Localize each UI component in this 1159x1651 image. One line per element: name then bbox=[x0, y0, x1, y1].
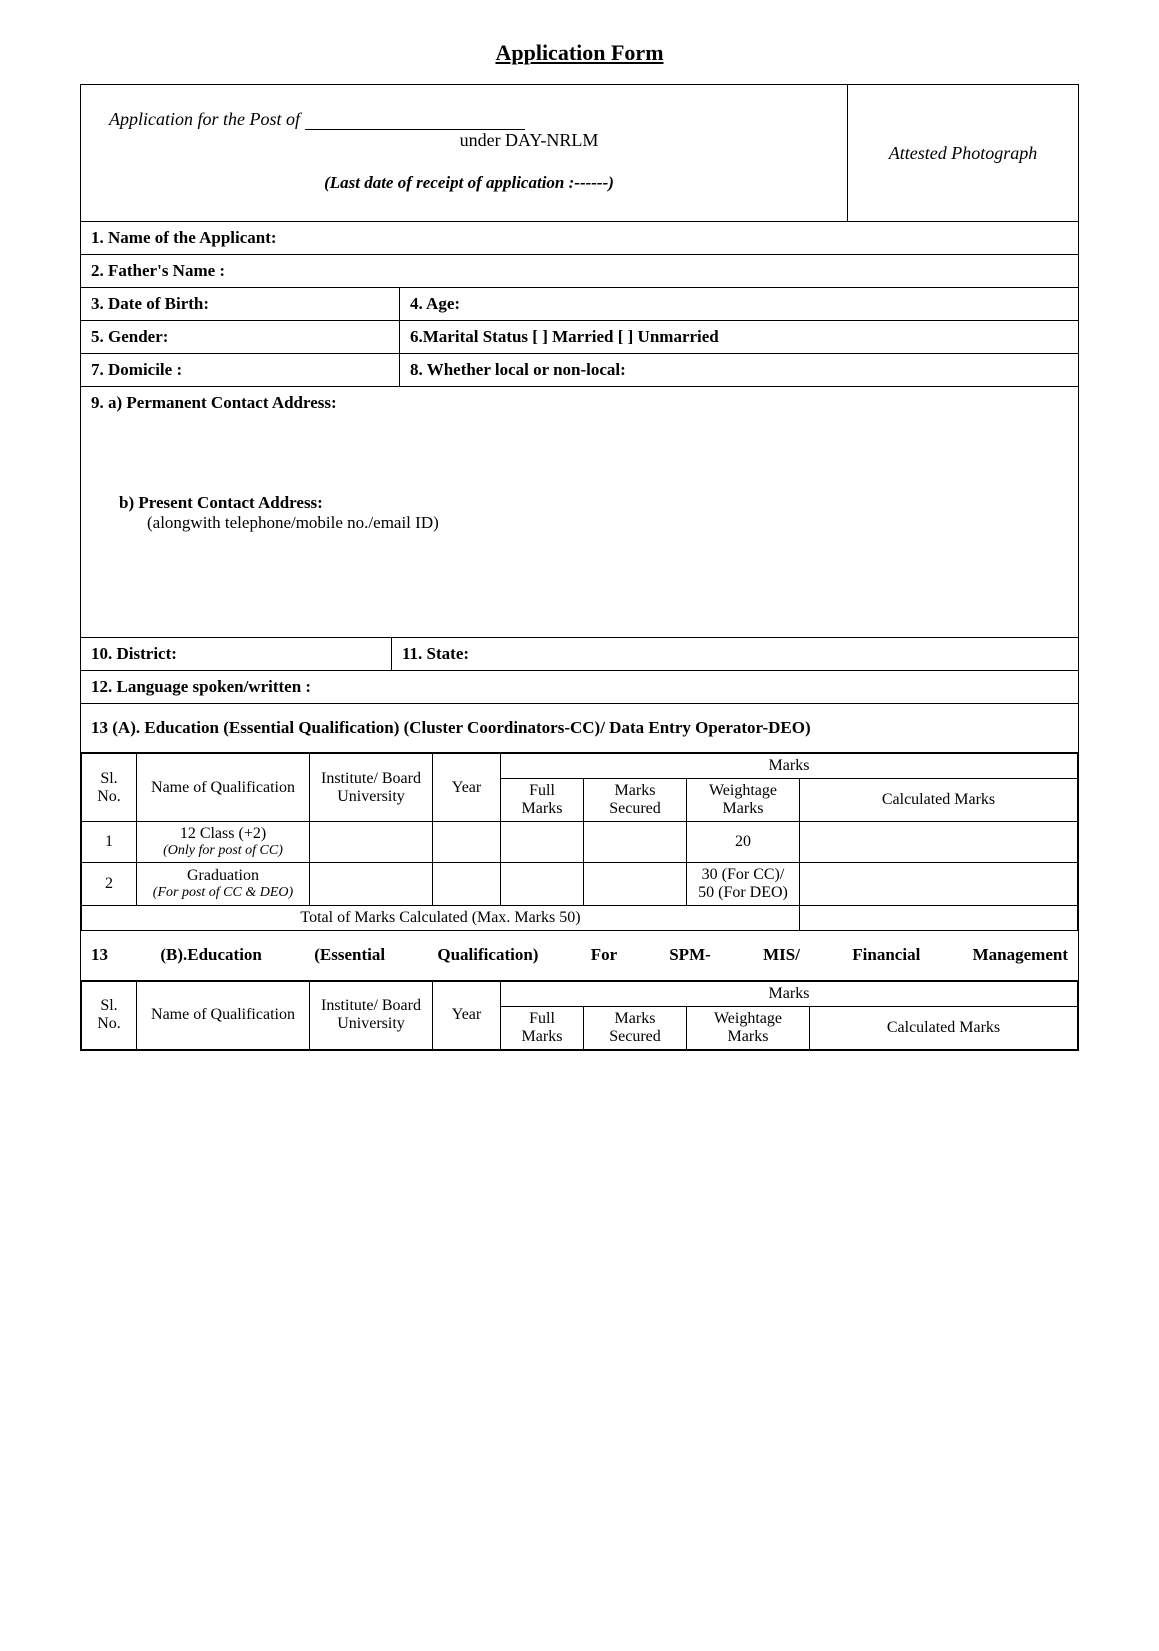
cell-inst[interactable] bbox=[310, 863, 433, 906]
photo-label: Attested Photograph bbox=[889, 143, 1037, 164]
field-district[interactable]: 10. District: bbox=[81, 638, 392, 670]
th-marks: Marks bbox=[501, 981, 1078, 1006]
cell-secured[interactable] bbox=[584, 863, 687, 906]
last-date-note: (Last date of receipt of application :--… bbox=[109, 173, 829, 193]
cell-inst[interactable] bbox=[310, 822, 433, 863]
th-secured: Marks Secured bbox=[584, 1006, 687, 1049]
field-father[interactable]: 2. Father's Name : bbox=[81, 255, 1078, 287]
field-domicile[interactable]: 7. Domicile : bbox=[81, 354, 400, 386]
address-block[interactable]: 9. a) Permanent Contact Address: b) Pres… bbox=[81, 387, 1078, 638]
th-calc: Calculated Marks bbox=[810, 1006, 1078, 1049]
cell-year[interactable] bbox=[433, 822, 501, 863]
field-local[interactable]: 8. Whether local or non-local: bbox=[400, 354, 1078, 386]
cell-year[interactable] bbox=[433, 863, 501, 906]
cell-full[interactable] bbox=[501, 863, 584, 906]
th-sl: Sl. No. bbox=[82, 981, 137, 1049]
cell-calc[interactable] bbox=[800, 863, 1078, 906]
cell-sl: 1 bbox=[82, 822, 137, 863]
photo-box: Attested Photograph bbox=[847, 85, 1078, 221]
form-outer: Application for the Post of under DAY-NR… bbox=[80, 84, 1079, 1051]
th-full: Full Marks bbox=[501, 1006, 584, 1049]
address-note: (alongwith telephone/mobile no./email ID… bbox=[147, 513, 1068, 533]
field-gender[interactable]: 5. Gender: bbox=[81, 321, 400, 353]
cell-secured[interactable] bbox=[584, 822, 687, 863]
field-age[interactable]: 4. Age: bbox=[400, 288, 1078, 320]
total-label: Total of Marks Calculated (Max. Marks 50… bbox=[82, 906, 800, 931]
th-secured: Marks Secured bbox=[584, 779, 687, 822]
field-language[interactable]: 12. Language spoken/written : bbox=[81, 671, 1078, 703]
education-table-a: Sl. No. Name of Qualification Institute/… bbox=[81, 753, 1078, 931]
th-inst: Institute/ Board University bbox=[310, 981, 433, 1049]
page-title: Application Form bbox=[80, 40, 1079, 66]
header-row: Application for the Post of under DAY-NR… bbox=[81, 85, 1078, 222]
th-calc: Calculated Marks bbox=[800, 779, 1078, 822]
th-year: Year bbox=[433, 754, 501, 822]
th-year: Year bbox=[433, 981, 501, 1049]
total-value[interactable] bbox=[800, 906, 1078, 931]
th-sl: Sl. No. bbox=[82, 754, 137, 822]
header-left: Application for the Post of under DAY-NR… bbox=[81, 85, 847, 221]
edu-a-total-row: Total of Marks Calculated (Max. Marks 50… bbox=[82, 906, 1078, 931]
cell-calc[interactable] bbox=[800, 822, 1078, 863]
th-weight: Weightage Marks bbox=[687, 779, 800, 822]
field-marital[interactable]: 6.Marital Status [ ] Married [ ] Unmarri… bbox=[400, 321, 1078, 353]
post-of-label: Application for the Post of bbox=[109, 109, 300, 129]
present-address-label: b) Present Contact Address: bbox=[119, 493, 323, 512]
th-qual: Name of Qualification bbox=[137, 981, 310, 1049]
edu-a-row-1[interactable]: 1 12 Class (+2)(Only for post of CC) 20 bbox=[82, 822, 1078, 863]
field-dob[interactable]: 3. Date of Birth: bbox=[81, 288, 400, 320]
under-scheme: under DAY-NRLM bbox=[229, 130, 829, 151]
th-inst: Institute/ Board University bbox=[310, 754, 433, 822]
cell-weight: 30 (For CC)/ 50 (For DEO) bbox=[687, 863, 800, 906]
th-weight: Weightage Marks bbox=[687, 1006, 810, 1049]
cell-sl: 2 bbox=[82, 863, 137, 906]
th-qual: Name of Qualification bbox=[137, 754, 310, 822]
edu-a-row-2[interactable]: 2 Graduation(For post of CC & DEO) 30 (F… bbox=[82, 863, 1078, 906]
section-13b-head: 13 (B).Education (Essential Qualificatio… bbox=[81, 931, 1078, 980]
cell-qual: Graduation(For post of CC & DEO) bbox=[137, 863, 310, 906]
permanent-address-label: 9. a) Permanent Contact Address: bbox=[91, 393, 1068, 413]
cell-qual: 12 Class (+2)(Only for post of CC) bbox=[137, 822, 310, 863]
section-13a-head: 13 (A). Education (Essential Qualificati… bbox=[81, 704, 1078, 753]
cell-weight: 20 bbox=[687, 822, 800, 863]
cell-full[interactable] bbox=[501, 822, 584, 863]
th-marks: Marks bbox=[501, 754, 1078, 779]
education-table-b: Sl. No. Name of Qualification Institute/… bbox=[81, 981, 1078, 1050]
th-full: Full Marks bbox=[501, 779, 584, 822]
field-name[interactable]: 1. Name of the Applicant: bbox=[81, 222, 1078, 254]
field-state[interactable]: 11. State: bbox=[392, 638, 1078, 670]
